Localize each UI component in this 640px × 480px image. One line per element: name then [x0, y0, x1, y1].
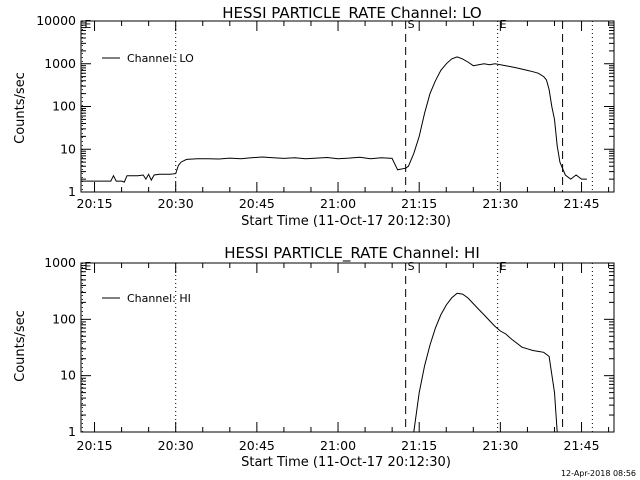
series-line-hi — [413, 292, 558, 433]
y-tick-label: 1000 — [44, 255, 76, 270]
x-tick-label: 21:30 — [482, 438, 518, 453]
plot-frame-lo — [80, 20, 615, 193]
x-tick-label: 20:15 — [77, 438, 113, 453]
y-tick-label: 1 — [68, 424, 76, 439]
series-line-lo — [81, 56, 587, 183]
x-tick-label: 21:00 — [320, 438, 356, 453]
y-tick-label: 10 — [60, 368, 76, 383]
y-tick-label: 100 — [52, 99, 76, 114]
x-tick-label: 21:15 — [401, 438, 437, 453]
x-tick-label: 21:45 — [564, 196, 600, 211]
y-tick-label: 1 — [68, 184, 76, 199]
y-tick-label: 10 — [60, 141, 76, 156]
y-axis-label-lo: Counts/sec — [13, 72, 28, 144]
marker-label: E — [500, 18, 507, 31]
x-tick-label: 21:15 — [401, 196, 437, 211]
legend-label-lo: Channel: LO — [127, 52, 194, 65]
chart-title-lo: HESSI PARTICLE_RATE Channel: LO — [222, 4, 481, 23]
x-tick-label: 20:45 — [239, 438, 275, 453]
x-tick-label: 20:30 — [158, 438, 194, 453]
x-tick-label: 20:45 — [239, 196, 275, 211]
marker-label: S — [408, 260, 415, 273]
plot-frame-hi — [80, 262, 615, 433]
x-tick-label: 21:30 — [482, 196, 518, 211]
marker-label: E — [84, 18, 91, 31]
x-axis-label-lo: Start Time (11-Oct-17 20:12:30) — [241, 214, 451, 229]
marker-label: S — [408, 18, 415, 31]
y-tick-label: 10000 — [36, 13, 76, 28]
axis-ticks-lo: 1 10 100 1000 10000 20:15 20:30 20:45 21:00 21:15… — [36, 13, 614, 211]
x-tick-label: 21:45 — [564, 438, 600, 453]
y-tick-label: 1000 — [44, 56, 76, 71]
y-tick-label: 100 — [52, 311, 76, 326]
axis-ticks-hi: 1 10 100 1000 20:15 20:30 20:45 21:00 21:15 21:30… — [44, 255, 614, 453]
x-tick-label: 20:15 — [77, 196, 113, 211]
timestamp-footer: 12-Apr-2018 08:56 — [561, 469, 636, 478]
panel-hi: HESSI PARTICLE_RATE Channel: HI Counts/s… — [13, 244, 615, 470]
x-tick-label: 20:30 — [158, 196, 194, 211]
legend-label-hi: Channel: HI — [127, 292, 191, 305]
x-tick-label: 21:00 — [320, 196, 356, 211]
marker-label: E — [500, 260, 507, 273]
x-axis-label-hi: Start Time (11-Oct-17 20:12:30) — [241, 455, 451, 470]
panel-lo: HESSI PARTICLE_RATE Channel: LO Counts/s… — [13, 4, 615, 229]
chart-title-hi: HESSI PARTICLE_RATE Channel: HI — [224, 244, 480, 263]
y-axis-label-hi: Counts/sec — [13, 310, 28, 382]
marker-label: E — [84, 260, 91, 273]
